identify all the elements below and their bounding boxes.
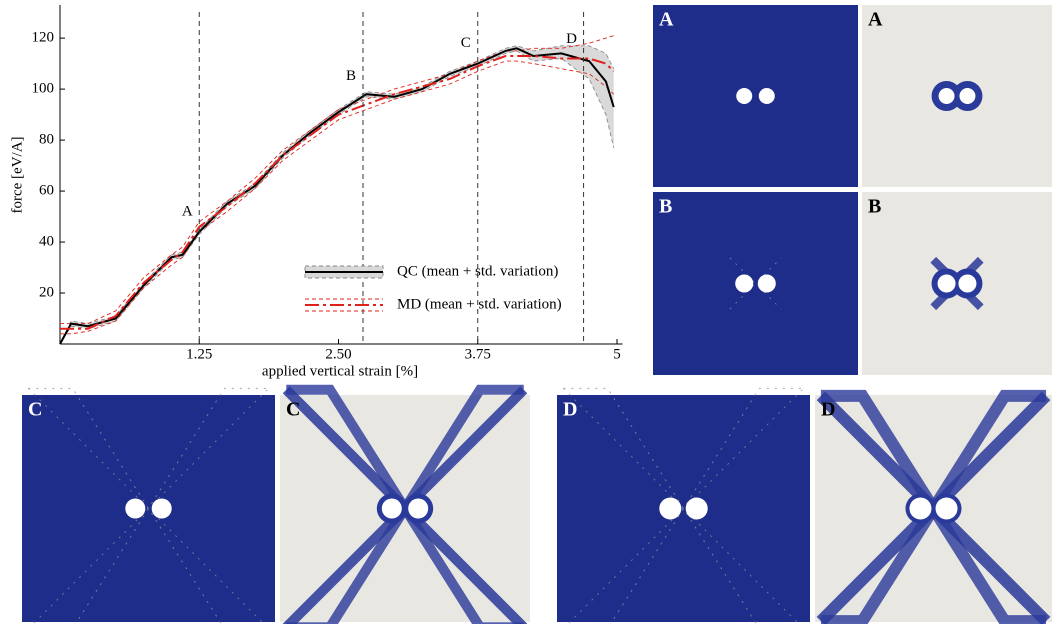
sim-panel: C xyxy=(22,388,275,624)
marker-label: B xyxy=(346,68,356,84)
marker-label: D xyxy=(566,31,577,47)
x-axis-label: applied vertical strain [%] xyxy=(262,363,418,379)
y-tick-label: 60 xyxy=(39,183,54,199)
panel-bg xyxy=(653,192,858,375)
void xyxy=(125,499,145,519)
legend-label: QC (mean + std. variation) xyxy=(397,263,558,279)
void xyxy=(936,498,958,520)
sim-panel: A xyxy=(862,5,1052,187)
void xyxy=(939,88,955,104)
void xyxy=(686,498,708,520)
void xyxy=(735,275,753,293)
void xyxy=(382,499,402,519)
y-tick-label: 100 xyxy=(32,81,55,97)
sim-panel: A xyxy=(653,5,858,187)
void xyxy=(659,498,681,520)
void xyxy=(959,88,975,104)
sim-panel: C xyxy=(280,390,530,624)
legend-label: MD (mean + std. variation) xyxy=(397,296,562,312)
figure: applied vertical strain [%] force [eV/A]… xyxy=(0,0,1052,624)
panel-label: C xyxy=(286,399,300,421)
y-tick-label: 80 xyxy=(39,132,54,148)
marker-label: C xyxy=(461,35,471,51)
y-tick-label: 20 xyxy=(39,284,54,300)
panel-bg xyxy=(653,5,858,187)
panel-label: B xyxy=(659,196,672,218)
sim-panel: D xyxy=(557,388,810,624)
void xyxy=(736,88,752,104)
void xyxy=(909,498,931,520)
void xyxy=(408,499,428,519)
void xyxy=(759,88,775,104)
panel-label: D xyxy=(821,399,835,421)
panel-label: C xyxy=(28,399,42,421)
sim-panel: D xyxy=(815,395,1052,622)
std-line xyxy=(60,36,614,324)
marker-label: A xyxy=(182,203,193,219)
std-line xyxy=(60,61,614,334)
y-axis-label: force [eV/A] xyxy=(9,136,25,213)
x-tick-label: 1.25 xyxy=(186,346,212,362)
void xyxy=(958,275,976,293)
y-tick-label: 40 xyxy=(39,233,54,249)
sim-panel: B xyxy=(862,192,1052,375)
panel-label: B xyxy=(868,196,881,218)
sim-panel: B xyxy=(653,192,858,375)
panel-label: A xyxy=(868,9,883,31)
void xyxy=(938,275,956,293)
panel-label: A xyxy=(659,9,674,31)
y-tick-label: 120 xyxy=(32,30,55,46)
x-tick-label: 3.75 xyxy=(465,346,491,362)
x-tick-label: 2.50 xyxy=(325,346,351,362)
panel-label: D xyxy=(563,399,577,421)
void xyxy=(758,275,776,293)
void xyxy=(152,499,172,519)
x-tick-label: 5 xyxy=(613,346,621,362)
